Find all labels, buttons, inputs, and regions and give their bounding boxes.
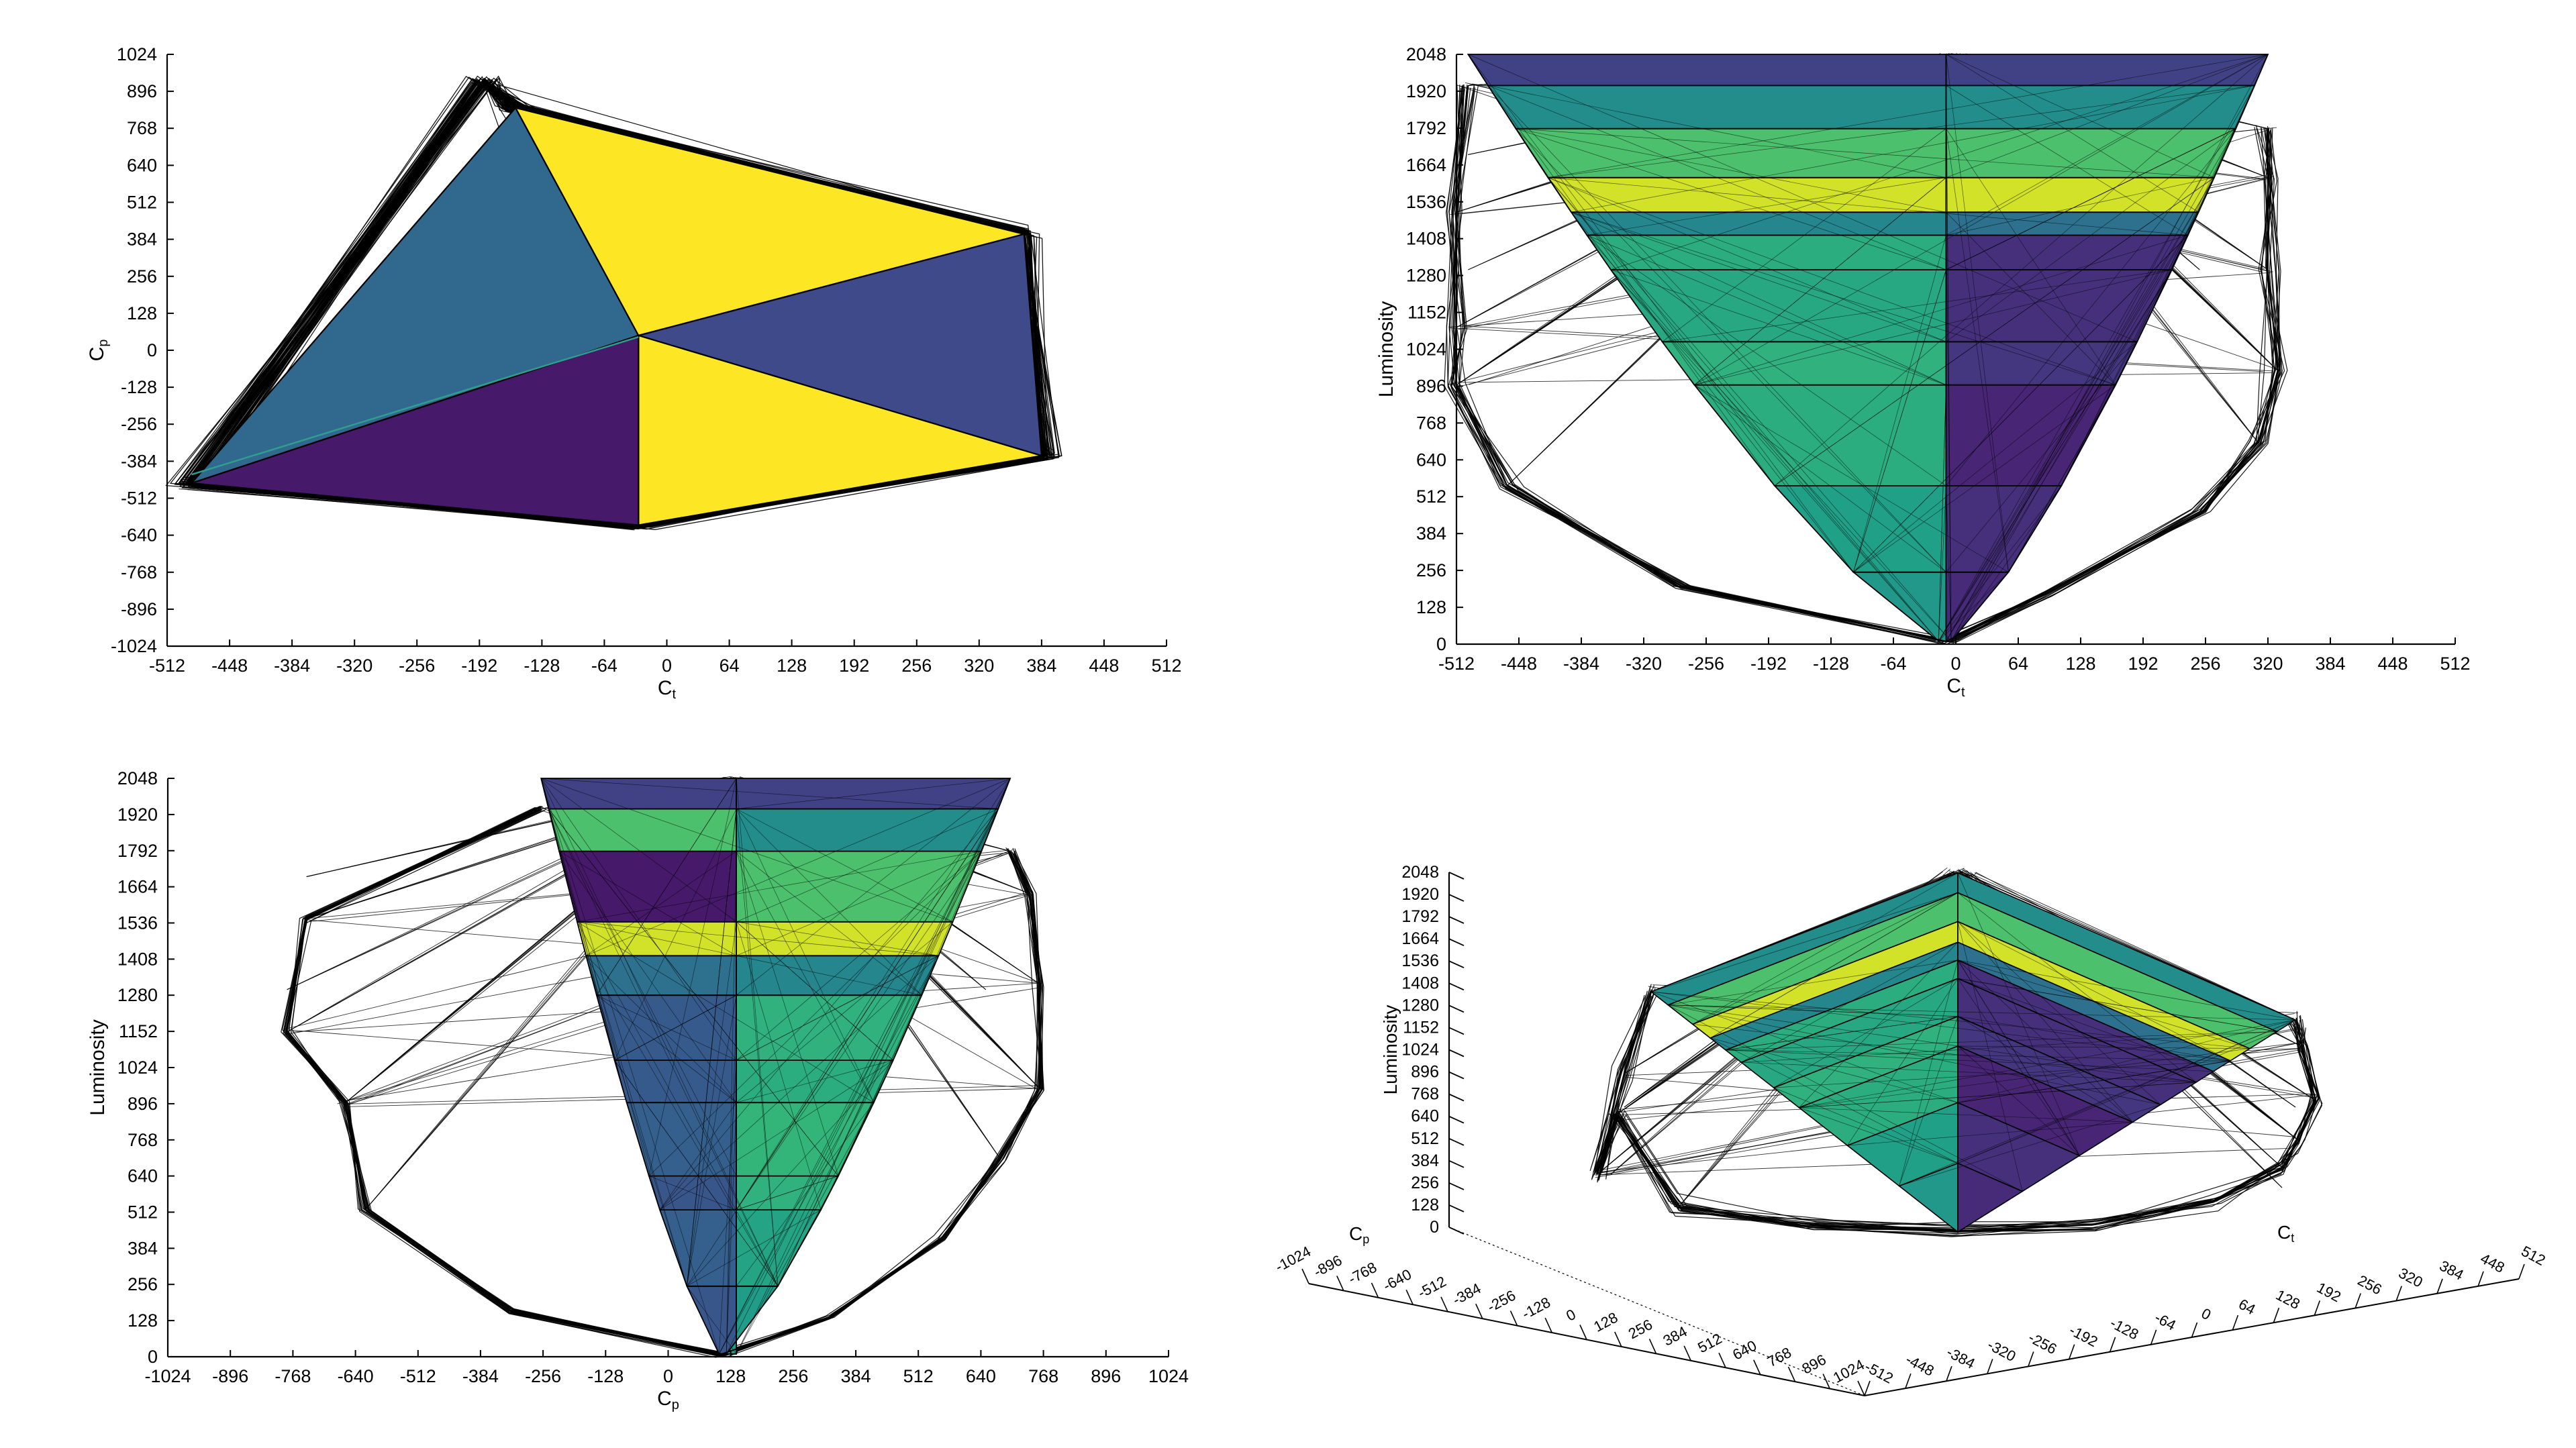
svg-text:0: 0 xyxy=(1563,1306,1579,1325)
svg-text:1408: 1408 xyxy=(1401,974,1439,992)
svg-text:768: 768 xyxy=(1411,1085,1439,1104)
svg-text:1792: 1792 xyxy=(1401,907,1439,926)
svg-text:512: 512 xyxy=(2518,1243,2548,1269)
svg-text:256: 256 xyxy=(2355,1272,2385,1298)
svg-text:-768: -768 xyxy=(1346,1259,1380,1288)
svg-text:256: 256 xyxy=(1411,1174,1439,1192)
svg-text:-384: -384 xyxy=(1450,1280,1484,1308)
svg-text:Luminosity: Luminosity xyxy=(1380,1005,1401,1095)
svg-text:1920: 1920 xyxy=(1401,885,1439,904)
svg-text:256: 256 xyxy=(1626,1316,1655,1342)
svg-text:384: 384 xyxy=(1411,1151,1439,1170)
svg-text:-192: -192 xyxy=(2067,1322,2101,1351)
svg-text:192: 192 xyxy=(2314,1279,2344,1305)
svg-text:384: 384 xyxy=(2437,1257,2467,1284)
svg-text:-128: -128 xyxy=(1519,1294,1553,1323)
svg-text:2048: 2048 xyxy=(1401,863,1439,882)
svg-text:1152: 1152 xyxy=(1403,1018,1439,1037)
svg-text:320: 320 xyxy=(2396,1264,2426,1290)
svg-text:-256: -256 xyxy=(1485,1287,1519,1316)
svg-text:768: 768 xyxy=(1765,1344,1794,1370)
svg-text:512: 512 xyxy=(1411,1129,1439,1148)
svg-text:-448: -448 xyxy=(1903,1351,1937,1380)
svg-text:0: 0 xyxy=(2199,1304,2214,1323)
svg-text:0: 0 xyxy=(1430,1218,1439,1237)
svg-text:896: 896 xyxy=(1799,1351,1829,1377)
svg-text:384: 384 xyxy=(1661,1323,1690,1349)
svg-text:64: 64 xyxy=(2236,1296,2258,1318)
svg-text:-384: -384 xyxy=(1944,1343,1978,1372)
svg-text:Cp: Cp xyxy=(1349,1223,1369,1246)
svg-text:-896: -896 xyxy=(1311,1251,1345,1280)
svg-text:1024: 1024 xyxy=(1401,1041,1439,1059)
svg-text:-512: -512 xyxy=(1862,1358,1896,1387)
svg-text:-640: -640 xyxy=(1380,1265,1414,1294)
svg-text:640: 640 xyxy=(1411,1107,1439,1126)
svg-text:1664: 1664 xyxy=(1401,929,1439,948)
svg-text:448: 448 xyxy=(2478,1250,2508,1276)
svg-text:1280: 1280 xyxy=(1401,996,1439,1015)
svg-text:Ct: Ct xyxy=(2277,1222,2294,1245)
svg-text:-128: -128 xyxy=(2108,1314,2142,1343)
svg-text:-512: -512 xyxy=(1415,1273,1449,1302)
svg-text:128: 128 xyxy=(1411,1196,1439,1214)
svg-text:640: 640 xyxy=(1730,1337,1759,1363)
svg-text:512: 512 xyxy=(1695,1330,1724,1356)
svg-text:-320: -320 xyxy=(1985,1336,2019,1365)
svg-text:-1024: -1024 xyxy=(1273,1243,1314,1275)
svg-text:1024: 1024 xyxy=(1830,1356,1867,1386)
svg-text:128: 128 xyxy=(2273,1286,2303,1312)
svg-text:896: 896 xyxy=(1411,1063,1439,1082)
svg-text:-256: -256 xyxy=(2026,1329,2060,1358)
svg-text:128: 128 xyxy=(1591,1309,1620,1335)
svg-text:1536: 1536 xyxy=(1401,951,1439,970)
